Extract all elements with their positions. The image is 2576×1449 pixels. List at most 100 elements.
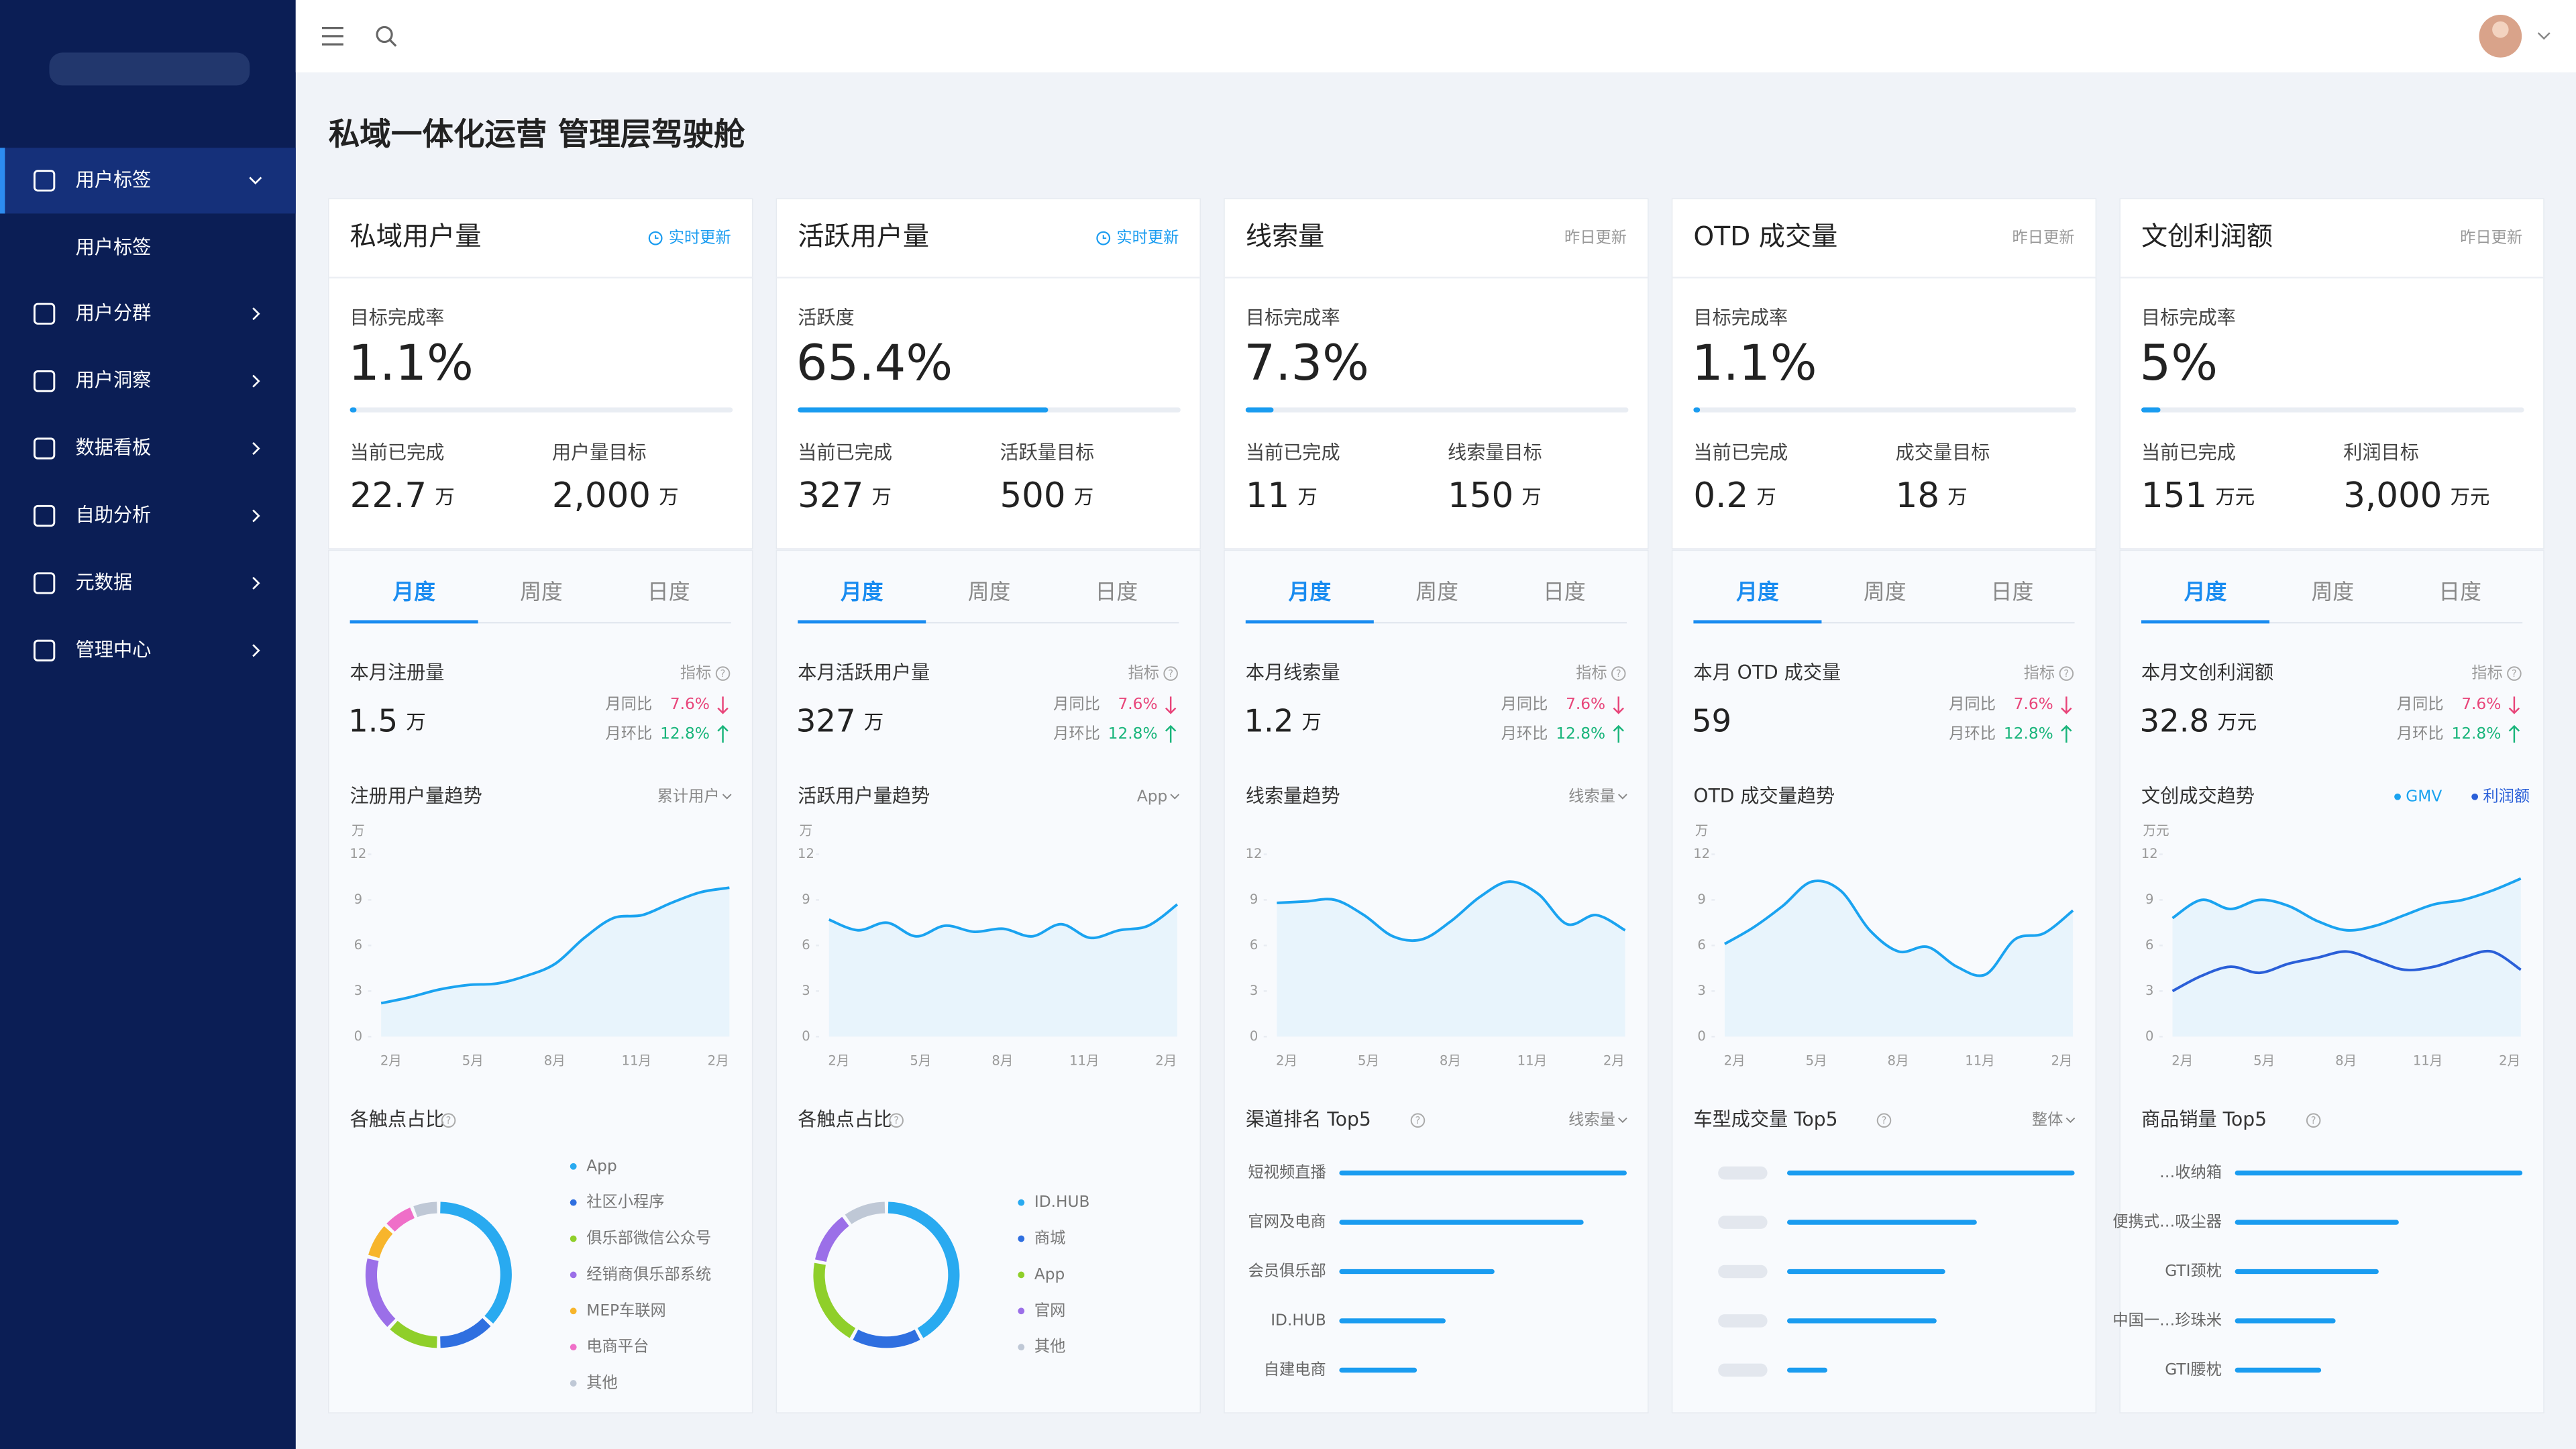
metric-label: 本月文创利润额 (2141, 661, 2273, 684)
tab[interactable]: 周度 (2311, 579, 2354, 604)
stat-unit: 万 (872, 486, 892, 508)
clock-hands (655, 235, 659, 239)
yoy-value: 7.6% (1566, 695, 1605, 713)
tab[interactable]: 月度 (2184, 579, 2227, 604)
help-icon (2507, 666, 2522, 681)
tab-underline (350, 620, 478, 624)
menu-chevron (252, 307, 260, 321)
metric: 327 万 (796, 702, 883, 739)
metric-value: 1.5 (348, 702, 398, 739)
trend-line (380, 886, 730, 1005)
stat: 11 万 (1246, 476, 1318, 516)
bar (1787, 1269, 1945, 1275)
x-tick-label: 2月 (1603, 1053, 1625, 1069)
mom-arrow (2508, 724, 2520, 743)
menu-item[interactable]: 用户洞察 (76, 369, 152, 391)
section-selector[interactable]: 整体 (2032, 1111, 2063, 1129)
menu-chevron (252, 374, 260, 388)
section-title: 各触点占比 (798, 1108, 892, 1130)
trend-title: 线索量趋势 (1246, 785, 1340, 807)
menu-toggle[interactable] (322, 27, 343, 46)
metric-hint: 指标 (1576, 664, 1607, 682)
metric-hint: 指标 (2471, 664, 2503, 682)
trend-selector[interactable]: 累计用户 (657, 787, 720, 805)
metric: 1.2 万 (1244, 702, 1322, 739)
help-icon (1611, 666, 1626, 681)
menu-item[interactable]: 数据看板 (76, 437, 152, 459)
help-icon-mark: ? (1168, 668, 1173, 680)
menu-chevron (252, 442, 260, 455)
tab[interactable]: 周度 (520, 579, 563, 604)
x-tick-label: 2月 (1276, 1053, 1297, 1069)
legend-label: 其他 (1034, 1338, 1066, 1356)
section-title: 各触点占比 (350, 1108, 445, 1130)
menu-item[interactable]: 用户标签 (76, 168, 152, 191)
bar (2235, 1269, 2379, 1275)
stat: 150 万 (1448, 476, 1542, 516)
rate-label: 目标完成率 (2141, 307, 2236, 329)
stat-value: 22.7 (350, 476, 427, 516)
menu-item[interactable]: 用户分群 (76, 302, 152, 324)
tab[interactable]: 周度 (1864, 579, 1907, 604)
y-tick-label: 9 (1697, 892, 1705, 907)
trend-selector[interactable]: App (1137, 787, 1167, 805)
bar-label-blur (1718, 1314, 1768, 1328)
tab[interactable]: 月度 (1736, 579, 1779, 604)
mom-arrow (1165, 724, 1177, 743)
tab[interactable]: 月度 (1288, 579, 1331, 604)
help-icon-mark: ? (2311, 1115, 2316, 1126)
bar (1787, 1367, 1827, 1373)
menu-chevron (252, 644, 260, 657)
rate-value: 7.3% (1244, 335, 1369, 392)
trend-line (828, 903, 1179, 940)
search-icon[interactable] (376, 25, 397, 47)
tab[interactable]: 月度 (392, 579, 435, 604)
progress-fill (1245, 407, 1274, 413)
donut-segment (440, 1201, 512, 1324)
stat-value: 2,000 (552, 476, 651, 516)
mom-value: 12.8% (1556, 724, 1605, 743)
stat-label: 当前已完成 (798, 441, 892, 464)
tab[interactable]: 日度 (2438, 579, 2481, 604)
menu-item[interactable]: 管理中心 (76, 639, 152, 661)
bar-label-blur (1718, 1166, 1768, 1180)
menu-item[interactable]: 自助分析 (76, 504, 152, 526)
legend-dot (570, 1271, 577, 1279)
help-icon-mark: ? (1616, 668, 1621, 680)
donut-segment (813, 1263, 856, 1338)
x-tick-label: 8月 (2335, 1053, 2357, 1069)
submenu-item[interactable]: 用户标签 (76, 236, 152, 258)
tab[interactable]: 月度 (841, 579, 883, 604)
y-tick-label: 12 (1246, 846, 1263, 861)
sidebar (0, 0, 296, 1449)
rate-label: 活跃度 (798, 307, 854, 329)
tab[interactable]: 日度 (1095, 579, 1138, 604)
avatar-chevron[interactable] (2537, 32, 2551, 40)
metric-value: 59 (1692, 702, 1731, 739)
menu-item[interactable]: 元数据 (76, 571, 132, 593)
tab[interactable]: 日度 (647, 579, 690, 604)
x-tick-label: 2月 (708, 1053, 729, 1069)
avatar-face (2492, 21, 2509, 38)
tab[interactable]: 周度 (1415, 579, 1458, 604)
mom-value: 12.8% (2004, 724, 2053, 743)
section-selector[interactable]: 线索量 (1568, 1111, 1615, 1129)
tab[interactable]: 周度 (968, 579, 1011, 604)
stat-label: 线索量目标 (1448, 441, 1542, 464)
yoy-arrow (2508, 696, 2520, 714)
y-tick-label: 3 (354, 983, 362, 998)
card-title: OTD 成交量 (1693, 222, 1837, 252)
yoy-arrow (1613, 696, 1624, 714)
bar-label-blur (1718, 1265, 1768, 1279)
tab[interactable]: 日度 (1543, 579, 1586, 604)
x-tick-label: 11月 (1069, 1053, 1099, 1069)
metric-unit: 万 (864, 710, 883, 733)
update-tag: 昨日更新 (2460, 229, 2522, 247)
bar (1787, 1170, 2075, 1176)
trend-selector[interactable]: 线索量 (1568, 787, 1615, 805)
stat-value: 3,000 (2343, 476, 2442, 516)
legend-dot (1018, 1307, 1025, 1315)
tab[interactable]: 日度 (1991, 579, 2034, 604)
mom-label: 月环比 (1949, 724, 1996, 743)
donut-segment (888, 1201, 960, 1338)
